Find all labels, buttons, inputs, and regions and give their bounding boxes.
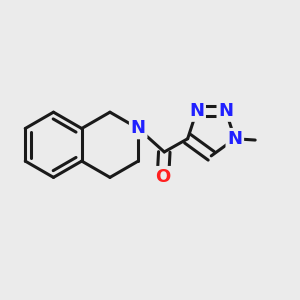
Text: N: N [131, 119, 146, 137]
Text: N: N [227, 130, 242, 148]
Text: N: N [189, 102, 204, 120]
Text: N: N [218, 102, 233, 120]
Text: O: O [155, 168, 171, 186]
